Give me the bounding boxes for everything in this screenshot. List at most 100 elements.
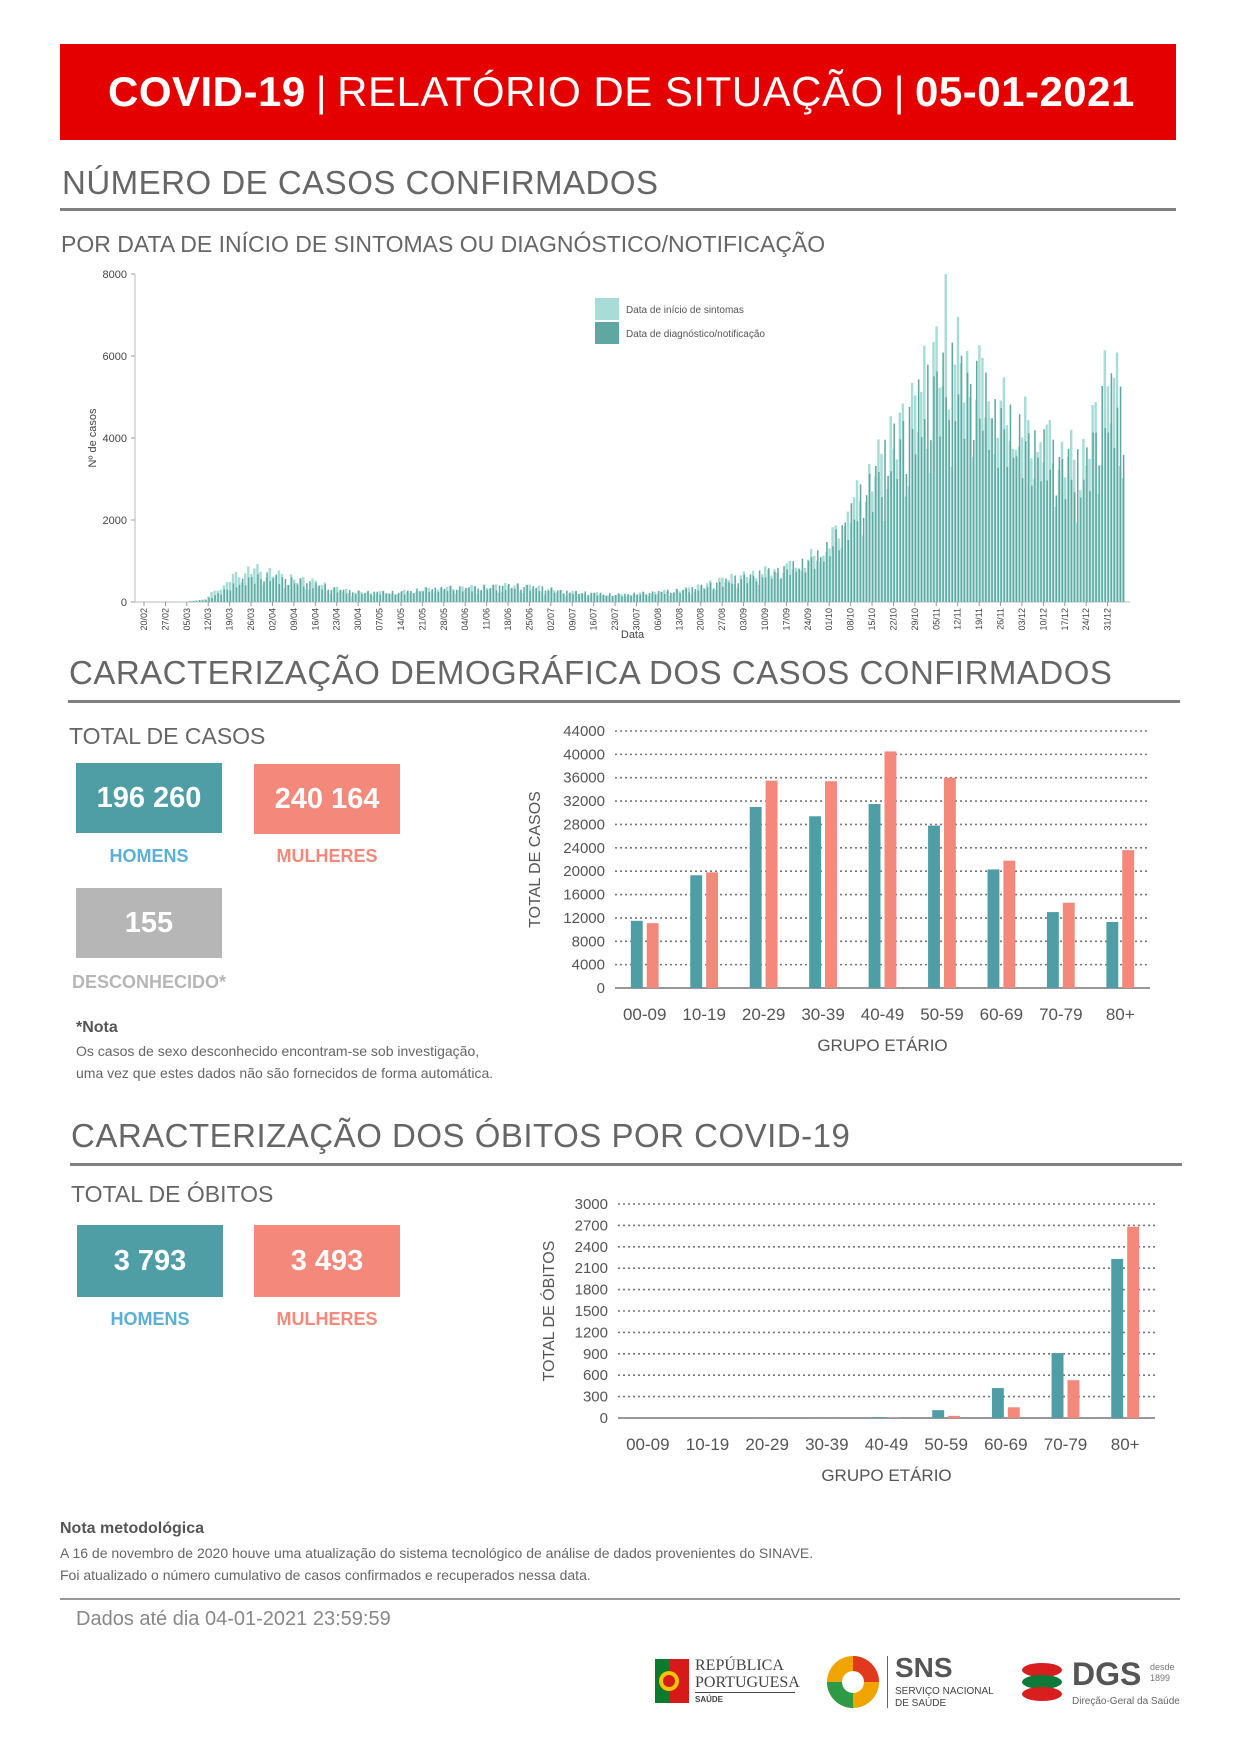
- women-bar: [646, 923, 659, 988]
- notification-bar: [428, 592, 430, 602]
- notification-bar: [804, 572, 807, 602]
- notification-bar: [465, 587, 467, 602]
- notification-bar: [511, 587, 513, 602]
- x-tick-label: 26/03: [246, 608, 256, 631]
- notification-bar: [691, 587, 694, 602]
- x-tick-label: 10/09: [760, 608, 770, 631]
- notification-bar: [489, 588, 492, 602]
- notification-bar: [933, 376, 935, 602]
- notification-bar: [615, 595, 617, 602]
- notification-bar: [972, 439, 975, 602]
- notification-bar: [948, 419, 951, 602]
- notification-bar: [667, 589, 669, 602]
- title-separator-1: |: [315, 68, 328, 115]
- method-note-line-2: Foi atualizado o número cumulativo de ca…: [60, 1567, 591, 1583]
- x-tick-label: 50-59: [920, 1005, 963, 1024]
- symptoms-bar: [234, 571, 238, 602]
- notification-bar: [954, 421, 957, 602]
- notification-bar: [1006, 467, 1009, 602]
- republica-portuguesa-logo: REPÚBLICA PORTUGUESA SAÚDE: [655, 1655, 815, 1711]
- y-tick-label: 4000: [103, 433, 127, 445]
- notification-bar: [367, 590, 369, 602]
- x-tick-label: 50-59: [924, 1435, 967, 1454]
- notification-bar: [269, 581, 271, 602]
- notification-bar: [214, 595, 216, 602]
- x-tick-label: 16/04: [310, 608, 320, 631]
- notification-bar: [232, 583, 235, 602]
- notification-bar: [660, 591, 663, 602]
- cases-section-subtitle: POR DATA DE INÍCIO DE SINTOMAS OU DIAGNÓ…: [61, 231, 826, 257]
- y-tick-label: 2100: [575, 1260, 608, 1277]
- data-until-text: Dados até dia 04-01-2021 23:59:59: [76, 1608, 391, 1630]
- logo-republica-divider: [695, 1692, 795, 1693]
- notification-bar: [963, 438, 966, 602]
- x-tick-label: 23/04: [332, 608, 342, 631]
- x-tick-label: 06/08: [653, 608, 663, 631]
- notification-bar: [997, 467, 999, 602]
- notification-bar: [501, 585, 504, 602]
- notification-bar: [330, 589, 333, 602]
- notification-bar: [296, 584, 299, 602]
- notification-bar: [893, 423, 895, 602]
- notification-bar: [517, 583, 519, 602]
- notification-bar: [581, 593, 583, 602]
- notification-bar: [856, 521, 859, 602]
- notification-bar: [823, 561, 825, 602]
- notification-bar: [914, 454, 917, 602]
- notification-bar: [774, 571, 776, 602]
- notification-bar: [263, 581, 265, 602]
- notification-bar: [969, 384, 972, 602]
- notification-bar: [890, 471, 892, 602]
- x-tick-label: 24/12: [1081, 608, 1091, 631]
- y-tick-label: 300: [583, 1389, 608, 1406]
- notification-bar: [716, 582, 718, 602]
- logo-dgs-year: 1899: [1150, 1673, 1171, 1683]
- title-covid: COVID-19: [108, 68, 306, 115]
- men-bar: [690, 875, 703, 988]
- notification-bar: [633, 592, 635, 602]
- notification-bar: [257, 574, 259, 602]
- notification-bar: [719, 581, 721, 602]
- x-tick-label: 09/04: [289, 608, 299, 631]
- notification-bar: [795, 571, 798, 602]
- notification-bar: [780, 578, 782, 602]
- x-tick-label: 23/07: [610, 608, 620, 631]
- x-tick-label: 80+: [1106, 1005, 1135, 1024]
- x-tick-label: 30/04: [353, 608, 363, 631]
- logo-republica-line-2: PORTUGUESA: [695, 1674, 800, 1691]
- x-tick-label: 14/05: [396, 608, 406, 631]
- y-tick-label: 24000: [563, 840, 605, 857]
- notification-bar: [982, 430, 984, 602]
- x-tick-label: 30-39: [801, 1005, 844, 1024]
- notification-bar: [991, 418, 993, 602]
- cases-by-age-chart: 0 4000 8000 12000 16000 20000 24000 28000 32000 3…: [527, 723, 1150, 1055]
- women-bar: [765, 780, 778, 988]
- women-bar: [706, 872, 719, 988]
- y-tick-label: 0: [600, 1410, 608, 1427]
- notification-bar: [278, 584, 281, 602]
- x-tick-label: 09/07: [567, 608, 577, 631]
- notification-bar: [1028, 433, 1030, 602]
- notification-bar: [514, 588, 516, 602]
- notification-bar: [651, 591, 654, 602]
- notification-bar: [492, 584, 495, 602]
- notification-bar: [556, 590, 559, 602]
- women-bar: [825, 781, 837, 988]
- notification-bar: [495, 590, 498, 602]
- notification-bar: [706, 586, 709, 602]
- logo-sns-sub-2: DE SAÚDE: [895, 1698, 947, 1709]
- notification-bar: [192, 601, 195, 602]
- women-deaths-value: 3 493: [290, 1244, 364, 1277]
- y-tick-label: 36000: [563, 770, 605, 787]
- women-cases-box: 240 164: [254, 764, 400, 834]
- notification-bar: [593, 592, 596, 602]
- y-tick-label: 6000: [103, 351, 127, 363]
- notification-bar: [400, 591, 403, 602]
- notification-bar: [434, 587, 437, 602]
- report-date: 05-01-2021: [915, 68, 1135, 115]
- notification-bar: [712, 588, 715, 602]
- notification-bar: [801, 558, 804, 602]
- notification-bar: [486, 589, 489, 602]
- notification-bar: [832, 546, 834, 602]
- notification-bar: [1043, 429, 1045, 602]
